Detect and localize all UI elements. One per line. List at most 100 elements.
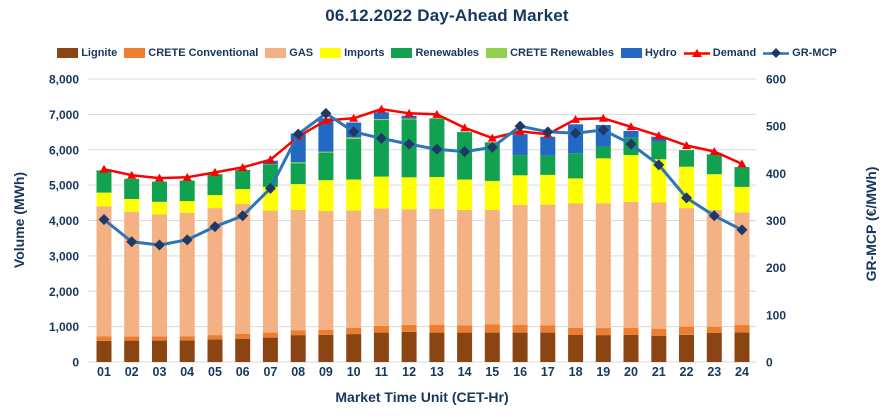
- bar-segment-crete-conventional: [706, 326, 722, 333]
- demand-marker-icon: [99, 164, 109, 173]
- right-axis-tick-label: 600: [766, 73, 786, 87]
- bar-segment-imports: [373, 176, 389, 209]
- bar-segment-imports: [623, 155, 639, 202]
- demand-marker-icon: [127, 170, 137, 179]
- right-axis-tick-label: 100: [766, 308, 786, 322]
- bar-segment-renewables: [679, 150, 694, 167]
- bar-segment-renewables: [484, 142, 500, 181]
- demand-marker-icon: [598, 113, 608, 122]
- bar-segment-imports: [457, 179, 473, 210]
- bar-segment-hydro: [373, 112, 389, 119]
- x-axis-tick-label: 23: [707, 365, 721, 379]
- x-axis-tick-label: 11: [375, 365, 388, 379]
- legend-item-renewables: Renewables: [391, 47, 479, 59]
- demand-marker-icon: [432, 109, 442, 118]
- legend-label: Demand: [712, 47, 757, 59]
- x-axis-tick-label: 22: [680, 365, 694, 379]
- bar-segment-crete-renewables: [290, 162, 306, 164]
- bar-segment-gas: [179, 212, 195, 337]
- bar-segment-hydro: [540, 136, 556, 156]
- legend-item-demand: Demand: [683, 47, 757, 59]
- bar-segment-crete-conventional: [290, 330, 306, 336]
- gr-mcp-marker-icon: [459, 146, 471, 158]
- demand-marker-icon: [265, 155, 275, 164]
- x-axis-tick-label: 09: [319, 365, 333, 379]
- left-axis-title: Volume (MWh): [11, 172, 27, 268]
- bar-segment-renewables: [595, 146, 611, 159]
- bar-segment-imports: [179, 201, 195, 213]
- demand-marker-icon: [154, 173, 164, 182]
- bar-segment-gas: [651, 202, 667, 329]
- legend-label: Hydro: [644, 47, 677, 59]
- x-axis-tick-label: 08: [291, 365, 305, 379]
- bar-segment-lignite: [623, 334, 639, 362]
- legend-swatch-icon: [124, 48, 146, 58]
- gr-mcp-marker-icon: [375, 132, 387, 144]
- bar-segment-crete-conventional: [512, 325, 528, 333]
- bar-segment-crete-conventional: [595, 328, 611, 336]
- bar-segment-lignite: [512, 332, 528, 362]
- x-axis-tick-label: 10: [347, 365, 361, 379]
- gr-mcp-marker-icon: [292, 128, 304, 140]
- left-axis-tick-label: 6,000: [49, 143, 79, 157]
- x-axis-tick-label: 21: [652, 365, 666, 379]
- bar-segment-crete-renewables: [373, 119, 389, 121]
- x-axis-tick-label: 15: [485, 365, 499, 379]
- demand-marker-icon: [709, 147, 719, 156]
- legend-label: Lignite: [81, 47, 118, 59]
- bar-segment-imports: [484, 180, 500, 210]
- bar-segment-gas: [734, 212, 750, 326]
- legend-line-marker-icon: [683, 48, 710, 59]
- right-axis-tick-label: 400: [766, 167, 786, 181]
- bar-segment-renewables: [706, 154, 722, 175]
- bar-segment-crete-conventional: [484, 324, 500, 333]
- legend-label: GAS: [289, 47, 314, 59]
- gr-mcp-marker-icon: [570, 127, 582, 139]
- bar-segment-gas: [152, 214, 167, 337]
- bar-segment-imports: [429, 177, 445, 209]
- bar-segment-lignite: [540, 332, 556, 362]
- legend-label: CRETE Conventional: [148, 47, 259, 59]
- bar-segment-crete-conventional: [568, 327, 584, 335]
- demand-marker-icon: [238, 162, 248, 171]
- demand-marker-icon: [626, 122, 636, 131]
- x-axis-tick-label: 19: [596, 365, 610, 379]
- bar-segment-gas: [290, 209, 306, 331]
- bar-segment-gas: [679, 208, 694, 327]
- x-axis-tick-label: 18: [569, 365, 583, 379]
- bar-segment-renewables: [373, 120, 389, 177]
- bar-segment-lignite: [290, 335, 306, 362]
- demand-marker-icon: [321, 115, 331, 124]
- right-axis-tick-label: 500: [766, 120, 786, 134]
- right-axis-title: GR-MCP (€/MWh): [863, 167, 879, 282]
- bar-segment-imports: [318, 180, 334, 211]
- left-axis-tick-label: 8,000: [49, 73, 79, 87]
- bar-segment-renewables: [179, 180, 195, 201]
- bar-segment-gas: [124, 211, 140, 337]
- demand-marker-icon: [210, 167, 220, 176]
- gr-mcp-marker-icon: [403, 138, 415, 150]
- bar-segment-crete-conventional: [346, 327, 362, 335]
- bar-segment-lignite: [734, 332, 750, 362]
- bar-segment-renewables: [540, 155, 556, 175]
- demand-marker-icon: [460, 123, 470, 132]
- gr-mcp-marker-icon: [431, 143, 443, 155]
- bar-segment-gas: [235, 203, 251, 334]
- bar-segment-gas: [373, 208, 389, 326]
- bar-segment-lignite: [484, 332, 500, 362]
- bar-segment-imports: [290, 184, 306, 210]
- bar-segment-crete-conventional: [373, 325, 389, 333]
- bar-segment-crete-conventional: [734, 325, 750, 333]
- chart-canvas: 0 1,000 2,000 3,000 4,000 5,000 6,000 7,000 8,00…: [11, 73, 879, 406]
- bar-segment-imports: [568, 178, 584, 204]
- bar-segment-renewables: [318, 152, 334, 181]
- bar-segment-crete-conventional: [318, 329, 334, 335]
- bar-segment-renewables: [734, 167, 750, 187]
- x-axis-tick-label: 17: [541, 365, 555, 379]
- left-axis-tick-label: 1,000: [49, 320, 79, 334]
- x-axis-tick-label: 03: [153, 365, 167, 379]
- x-axis-tick-label: 06: [236, 365, 250, 379]
- legend-label: Imports: [344, 47, 385, 59]
- legend-label: Renewables: [415, 47, 480, 59]
- bar-segment-renewables: [651, 141, 667, 160]
